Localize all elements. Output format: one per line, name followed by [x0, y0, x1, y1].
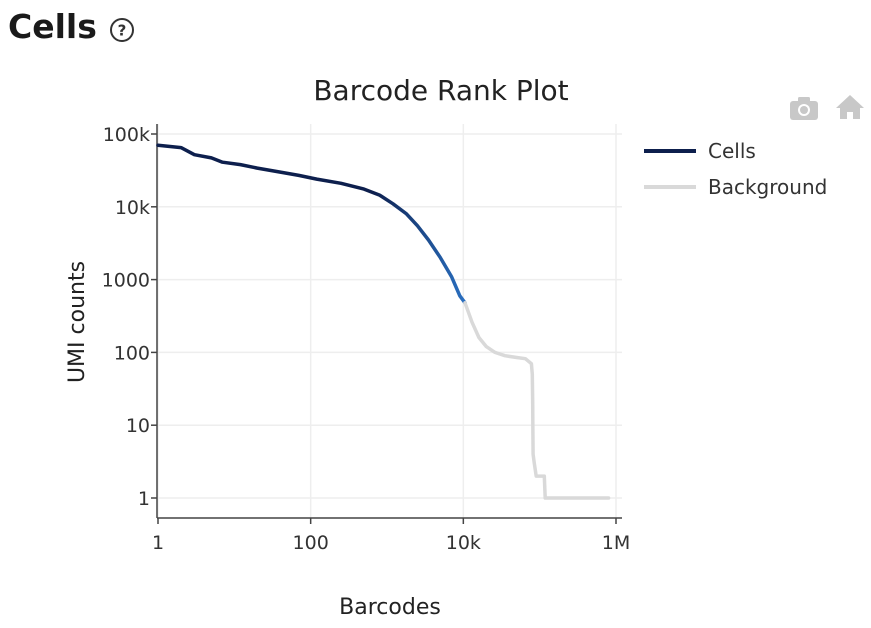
series-line-background	[463, 301, 611, 500]
series-layer	[156, 143, 611, 500]
legend-item-cells[interactable]: Cells	[644, 139, 756, 163]
y-tick-label: 100k	[103, 124, 150, 146]
y-tick-label: 1000	[102, 270, 150, 292]
question-circle-icon[interactable]: ?	[109, 17, 135, 43]
legend-label: Background	[708, 175, 827, 199]
grid-lines	[157, 124, 622, 518]
x-axis-label: Barcodes	[339, 595, 441, 620]
y-tick-label: 100	[114, 342, 150, 364]
chart-title: Barcode Rank Plot	[313, 74, 568, 107]
barcode-rank-chart: Barcode Rank Plot 1 100 10k 1M 1 10 100 1000 10k…	[65, 74, 827, 620]
svg-text:?: ?	[118, 22, 127, 40]
section-title: Cells	[8, 6, 97, 46]
section-header: Cells ?	[8, 0, 135, 52]
axes: 1 100 10k 1M 1 10 100 1000 10k 100k	[102, 124, 630, 554]
y-tick-label: 10k	[115, 197, 150, 219]
legend: Cells Background	[644, 139, 827, 199]
y-axis-label: UMI counts	[65, 261, 90, 383]
x-tick-label: 1M	[602, 532, 630, 554]
y-tick-label: 1	[138, 488, 150, 510]
legend-item-background[interactable]: Background	[644, 175, 827, 199]
x-tick-label: 100	[293, 532, 329, 554]
chart-panel: Barcode Rank Plot 1 100 10k 1M 1 10 100 1000 10k…	[0, 52, 871, 628]
x-tick-label: 1	[152, 532, 164, 554]
x-tick-label: 10k	[446, 532, 481, 554]
home-icon[interactable]	[834, 93, 866, 121]
camera-icon[interactable]	[788, 94, 820, 122]
y-tick-label: 10	[126, 415, 150, 437]
legend-label: Cells	[708, 139, 756, 163]
series-line-cells	[156, 143, 467, 305]
